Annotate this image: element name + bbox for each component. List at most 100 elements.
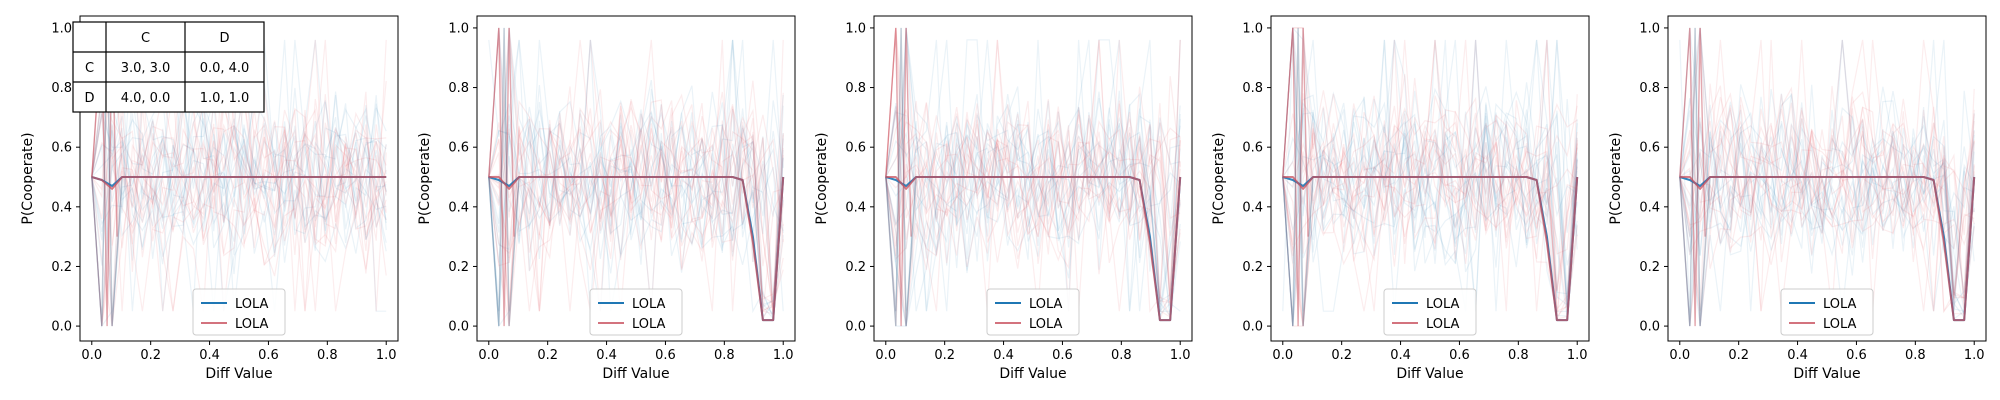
trial-trace bbox=[488, 108, 784, 313]
trial-trace bbox=[885, 39, 1181, 304]
trial-trace bbox=[885, 114, 1181, 327]
series-line-2 bbox=[1679, 176, 1976, 322]
trial-trace bbox=[1282, 27, 1578, 312]
trial-trace bbox=[885, 106, 1181, 320]
x-axis-label: Diff Value bbox=[1793, 366, 1860, 382]
legend-label: LOLA bbox=[1426, 317, 1460, 332]
y-tick-label: 0.4 bbox=[1242, 200, 1263, 215]
trial-trace bbox=[1282, 27, 1578, 254]
y-tick-label: 0.4 bbox=[448, 200, 469, 215]
trial-trace bbox=[885, 39, 1181, 327]
trial-trace bbox=[885, 39, 1181, 313]
trial-trace bbox=[1679, 27, 1975, 312]
trial-trace bbox=[1679, 98, 1975, 312]
trial-trace bbox=[1282, 91, 1578, 327]
background-traces bbox=[488, 27, 784, 328]
legend: LOLA LOLA bbox=[192, 288, 286, 336]
trial-trace bbox=[1282, 96, 1578, 327]
x-axis: 0.0 0.2 0.4 0.6 0.8 1.0 bbox=[1669, 341, 1985, 363]
x-tick-label: 0.8 bbox=[1508, 348, 1529, 363]
trial-trace bbox=[1282, 27, 1578, 327]
trial-trace bbox=[91, 39, 387, 327]
y-tick-label: 0.0 bbox=[448, 320, 469, 335]
y-tick-label: 0.2 bbox=[1242, 260, 1263, 275]
trial-trace bbox=[1282, 39, 1578, 327]
y-tick-label: 1.0 bbox=[448, 21, 469, 36]
trial-trace bbox=[91, 88, 387, 327]
trial-trace bbox=[1679, 90, 1975, 244]
trial-trace bbox=[885, 132, 1181, 327]
trial-trace bbox=[91, 95, 387, 257]
table-col-header: D bbox=[219, 31, 229, 46]
x-tick-label: 1.0 bbox=[773, 348, 794, 363]
trial-trace bbox=[885, 86, 1181, 327]
trial-trace bbox=[1282, 39, 1578, 312]
background-traces bbox=[885, 27, 1181, 327]
trial-trace bbox=[1679, 108, 1975, 312]
trial-trace bbox=[91, 39, 387, 312]
x-tick-label: 0.6 bbox=[1846, 348, 1867, 363]
x-axis-label: Diff Value bbox=[1396, 366, 1463, 382]
trial-trace bbox=[1679, 27, 1975, 302]
trial-trace bbox=[1282, 27, 1578, 318]
y-tick-label: 0.8 bbox=[51, 81, 72, 96]
trial-trace bbox=[488, 91, 784, 320]
legend-label: LOLA bbox=[632, 317, 666, 332]
x-axis: 0.0 0.2 0.4 0.6 0.8 1.0 bbox=[875, 341, 1191, 363]
series-line-2 bbox=[885, 176, 1182, 322]
trial-trace bbox=[1679, 39, 1975, 327]
trial-trace bbox=[91, 27, 387, 327]
trial-trace bbox=[1282, 39, 1578, 311]
trial-trace bbox=[488, 39, 784, 315]
y-tick-label: 0.0 bbox=[845, 320, 866, 335]
y-axis-label: P(Cooperate) bbox=[417, 132, 433, 224]
x-tick-label: 0.8 bbox=[317, 348, 338, 363]
trial-trace bbox=[1679, 27, 1975, 311]
x-tick-label: 0.0 bbox=[81, 348, 102, 363]
y-tick-label: 0.8 bbox=[1639, 81, 1660, 96]
y-tick-label: 0.8 bbox=[448, 81, 469, 96]
plot-frame bbox=[476, 15, 796, 342]
y-tick-label: 0.0 bbox=[51, 320, 72, 335]
legend-label: LOLA bbox=[235, 297, 269, 312]
trial-trace bbox=[488, 39, 784, 312]
trial-trace bbox=[488, 39, 784, 327]
trial-trace bbox=[91, 103, 387, 249]
series-line-2 bbox=[488, 176, 785, 322]
trial-trace bbox=[885, 27, 1181, 306]
trial-trace bbox=[1282, 109, 1578, 312]
x-tick-label: 0.2 bbox=[1728, 348, 1749, 363]
trial-trace bbox=[1679, 39, 1975, 299]
trial-trace bbox=[885, 27, 1181, 312]
trial-trace bbox=[91, 27, 387, 270]
trial-trace bbox=[1282, 27, 1578, 312]
legend-label: LOLA bbox=[235, 317, 269, 332]
trial-trace bbox=[885, 97, 1181, 319]
trial-trace bbox=[885, 27, 917, 327]
y-tick-label: 1.0 bbox=[845, 21, 866, 36]
x-tick-label: 0.4 bbox=[1787, 348, 1808, 363]
trial-trace bbox=[885, 27, 1181, 312]
trial-trace bbox=[885, 27, 1181, 312]
trial-trace bbox=[91, 39, 387, 312]
trial-trace bbox=[1679, 39, 1975, 327]
y-tick-label: 0.6 bbox=[1242, 141, 1263, 156]
x-tick-label: 0.6 bbox=[655, 348, 676, 363]
trial-trace bbox=[1679, 139, 1975, 314]
trial-trace bbox=[885, 107, 1181, 312]
trial-trace bbox=[885, 39, 1181, 321]
x-tick-label: 0.0 bbox=[875, 348, 896, 363]
x-tick-label: 1.0 bbox=[1567, 348, 1588, 363]
trial-trace bbox=[1282, 39, 1578, 327]
background-traces bbox=[1679, 27, 1975, 327]
trial-trace bbox=[885, 103, 1181, 303]
trial-trace bbox=[885, 27, 1181, 327]
y-tick-label: 1.0 bbox=[1242, 21, 1263, 36]
chart-panel-4: 0.0 0.2 0.4 0.6 0.8 1.0 Diff Value 0.0 0.2 0.4 0.6… bbox=[1211, 15, 1590, 382]
chart-panel-2: 0.0 0.2 0.4 0.6 0.8 1.0 Diff Value 0.0 0.2 0.4 0.6… bbox=[417, 15, 796, 382]
x-axis: 0.0 0.2 0.4 0.6 0.8 1.0 bbox=[478, 341, 794, 363]
y-axis-label: P(Cooperate) bbox=[1608, 132, 1624, 224]
trial-trace bbox=[488, 27, 784, 271]
plot-frame bbox=[873, 15, 1193, 342]
legend: LOLA LOLA bbox=[589, 288, 683, 336]
